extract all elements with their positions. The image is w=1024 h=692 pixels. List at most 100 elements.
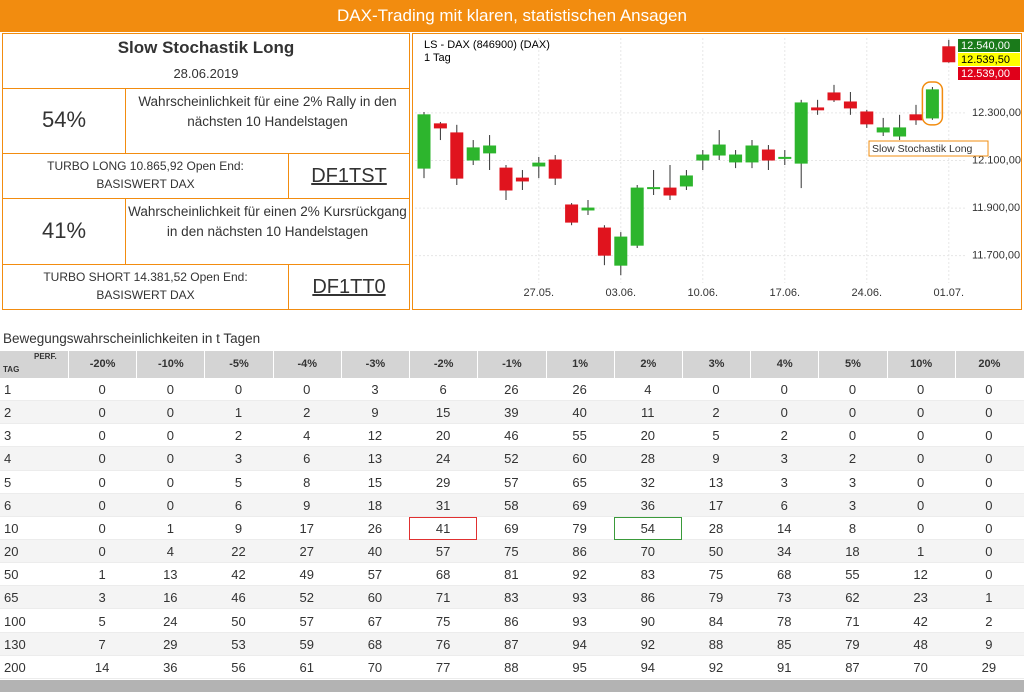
- table-cell: 3: [371, 382, 379, 397]
- chart-subtitle: 1 Tag: [424, 52, 451, 64]
- table-cell: 9: [712, 451, 720, 467]
- signal-name: Slow Stochastik Long: [117, 38, 295, 57]
- table-cell: 92: [572, 567, 587, 583]
- table-cell: 56: [231, 659, 246, 675]
- price-tag-box: [958, 53, 1020, 66]
- candle-body: [827, 92, 841, 101]
- table-cell: 92: [640, 636, 656, 652]
- price-tag: 12.540,00: [961, 40, 1010, 52]
- table-cell: 7: [98, 636, 106, 652]
- table-cell: 0: [917, 428, 925, 444]
- table-cell: 3: [780, 474, 788, 490]
- header-cell: -2%: [409, 351, 477, 378]
- table-cell: 0: [917, 382, 925, 397]
- table-cell: 8: [848, 520, 857, 536]
- header-cell: -1%: [477, 351, 545, 378]
- corner-top: PERF.: [34, 352, 57, 361]
- long-probability: 54%: [2, 88, 126, 154]
- candle-body: [696, 154, 710, 161]
- table-cell: 24: [435, 451, 451, 467]
- candle-body: [466, 147, 480, 161]
- candle-body: [647, 187, 661, 190]
- table-cell: 68: [367, 636, 383, 652]
- table-cell: 50: [708, 544, 724, 560]
- table-cell: 28: [708, 520, 724, 536]
- table-cell: 0: [917, 405, 925, 421]
- row-label: 4: [4, 451, 12, 467]
- table-cell: 0: [985, 428, 993, 444]
- table-cell: 94: [640, 659, 656, 675]
- candle-body: [515, 177, 529, 182]
- header-row: [0, 351, 1024, 378]
- table-cell: 0: [985, 405, 993, 421]
- table-cell: 32: [640, 474, 656, 490]
- table-cell: 79: [845, 636, 860, 652]
- table-cell: 71: [435, 590, 451, 606]
- short-wkn[interactable]: DF1TT0: [288, 264, 410, 310]
- y-tick-label: 12.300,00: [972, 107, 1021, 119]
- candle-body: [679, 175, 693, 187]
- table-cell: 0: [166, 405, 174, 421]
- signal-box: Slow Stochastik Long 28.06.2019: [2, 33, 410, 89]
- scrollbar[interactable]: [0, 680, 1024, 692]
- table-cell: 57: [435, 544, 451, 560]
- header-cell: 3%: [681, 351, 750, 378]
- table-cell: 57: [299, 613, 314, 629]
- long-wkn[interactable]: DF1TST: [288, 153, 410, 199]
- table-cell: 1: [985, 590, 993, 606]
- table-row: [0, 493, 1024, 517]
- candle-body: [630, 187, 644, 246]
- table-cell: 0: [917, 451, 925, 467]
- table-cell: 1: [917, 544, 925, 560]
- candle-body: [712, 144, 726, 156]
- candle-body: [745, 145, 759, 163]
- header-cell: 2%: [613, 351, 682, 378]
- table-cell: 0: [985, 544, 993, 560]
- table-cell: 87: [845, 659, 860, 675]
- highlight-box: [613, 516, 682, 541]
- table-cell: 87: [504, 636, 519, 652]
- table-cell: 0: [166, 474, 174, 490]
- table-row: [0, 447, 1024, 471]
- long-product: TURBO LONG 10.865,92 Open End: BASISWERT…: [2, 153, 289, 199]
- header-cell: -10%: [136, 351, 204, 378]
- probability-table: PERF. TAG -20% -10% -5% -4% -3% -2% -1% 1% 2% 3% 4% 5…: [0, 350, 1024, 680]
- table-cell: 46: [231, 590, 246, 606]
- table-cell: 57: [367, 567, 383, 583]
- candle-body: [499, 167, 513, 191]
- table-row: [0, 540, 1024, 564]
- table-cell: 13: [367, 451, 383, 467]
- table-cell: 0: [985, 520, 993, 536]
- table-row: [0, 632, 1024, 656]
- table-cell: 31: [435, 497, 451, 513]
- table-cell: 0: [985, 567, 993, 583]
- table-cell: 1: [166, 520, 174, 536]
- table-cell: 62: [845, 590, 860, 606]
- corner-bottom: TAG: [3, 365, 20, 374]
- text-line: nächsten 10 Handelstagen: [187, 114, 348, 129]
- table-cell: 36: [163, 659, 178, 675]
- header-cell: -4%: [272, 351, 341, 378]
- y-tick-label: 11.700,00: [972, 250, 1020, 262]
- table-title: Bewegungswahrscheinlichkeiten in t Tagen: [3, 331, 261, 346]
- price-tag: 12.539,00: [961, 68, 1010, 80]
- price-tag: 12.539,50: [961, 54, 1010, 66]
- table-cell: 86: [640, 590, 656, 606]
- table-cell: 88: [504, 659, 519, 675]
- table-cell: 42: [231, 567, 246, 583]
- table-cell: 0: [166, 451, 174, 467]
- table-cell: 0: [917, 474, 925, 490]
- table-cell: 0: [917, 497, 925, 513]
- chart-title: LS - DAX (846900) (DAX): [424, 39, 550, 51]
- candle-body: [597, 227, 611, 256]
- table-cell: 12: [367, 428, 383, 444]
- table-cell: 54: [640, 520, 656, 536]
- table-cell: 90: [640, 613, 656, 629]
- table-cell: 53: [231, 636, 246, 652]
- table-cell: 36: [640, 497, 656, 513]
- highlight-box: [409, 516, 478, 541]
- candle-body: [761, 149, 775, 161]
- candle-body: [876, 127, 890, 133]
- candle-body: [794, 102, 808, 164]
